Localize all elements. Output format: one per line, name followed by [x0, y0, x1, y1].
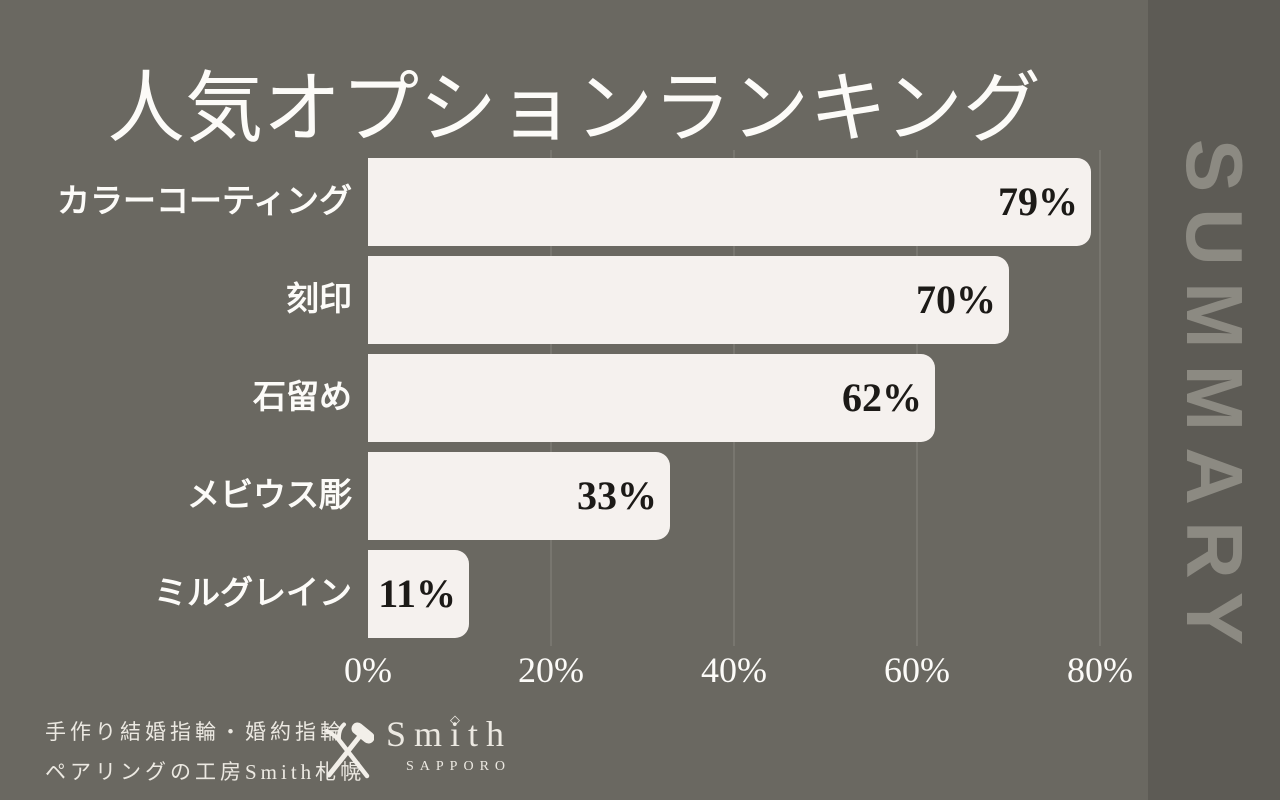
axis-tick-label: 40% [701, 650, 767, 690]
tagline-line1: 手作り結婚指輪・婚約指輪 [45, 720, 345, 744]
bar-row: 刻印 70% [0, 256, 1148, 344]
footer-tagline: 手作り結婚指輪・婚約指輪 ペアリングの工房Smith札幌 [45, 712, 365, 792]
gridline [1099, 150, 1101, 646]
bar-row: 石留め 62% [0, 354, 1148, 442]
diamond-icon: ◇ [450, 712, 460, 727]
bar: 62% [368, 354, 935, 442]
category-label: ミルグレイン [154, 576, 352, 612]
axis-tick-label: 60% [884, 650, 950, 690]
bar: 33% [368, 452, 670, 540]
chart-title: 人気オプションランキング [107, 65, 1041, 153]
category-label: 石留め [253, 380, 352, 416]
tagline-line2: ペアリングの工房Smith札幌 [45, 760, 366, 784]
category-label: メビウス彫 [187, 478, 352, 514]
bar-row: カラーコーティング 79% [0, 158, 1148, 246]
value-label: 62% [842, 375, 922, 420]
value-label: 11% [378, 571, 456, 616]
bar: 70% [368, 256, 1009, 344]
crossed-tools-icon [325, 722, 374, 779]
summary-vertical-label: SUMMARY [1170, 138, 1259, 662]
value-label: 70% [916, 277, 996, 322]
bar-row: メビウス彫 33% [0, 452, 1148, 540]
category-label: カラーコーティング [56, 184, 352, 220]
brand-location: SAPPORO [406, 759, 512, 774]
bar-chart: 0% 20% 40% 60% 80% カラーコーティング 79% 刻印 70% 石留め … [0, 150, 1148, 710]
axis-tick-label: 80% [1067, 650, 1133, 690]
brand-name: Smith [386, 714, 513, 754]
summary-panel: SUMMARY [1148, 0, 1280, 800]
axis-tick-label: 0% [344, 650, 392, 690]
bar-row: ミルグレイン 11% [0, 550, 1148, 638]
axis-tick-label: 20% [518, 650, 584, 690]
category-label: 刻印 [286, 282, 352, 318]
value-label: 79% [998, 179, 1078, 224]
value-label: 33% [577, 473, 657, 518]
bar: 79% [368, 158, 1091, 246]
bar: 11% [368, 550, 469, 638]
